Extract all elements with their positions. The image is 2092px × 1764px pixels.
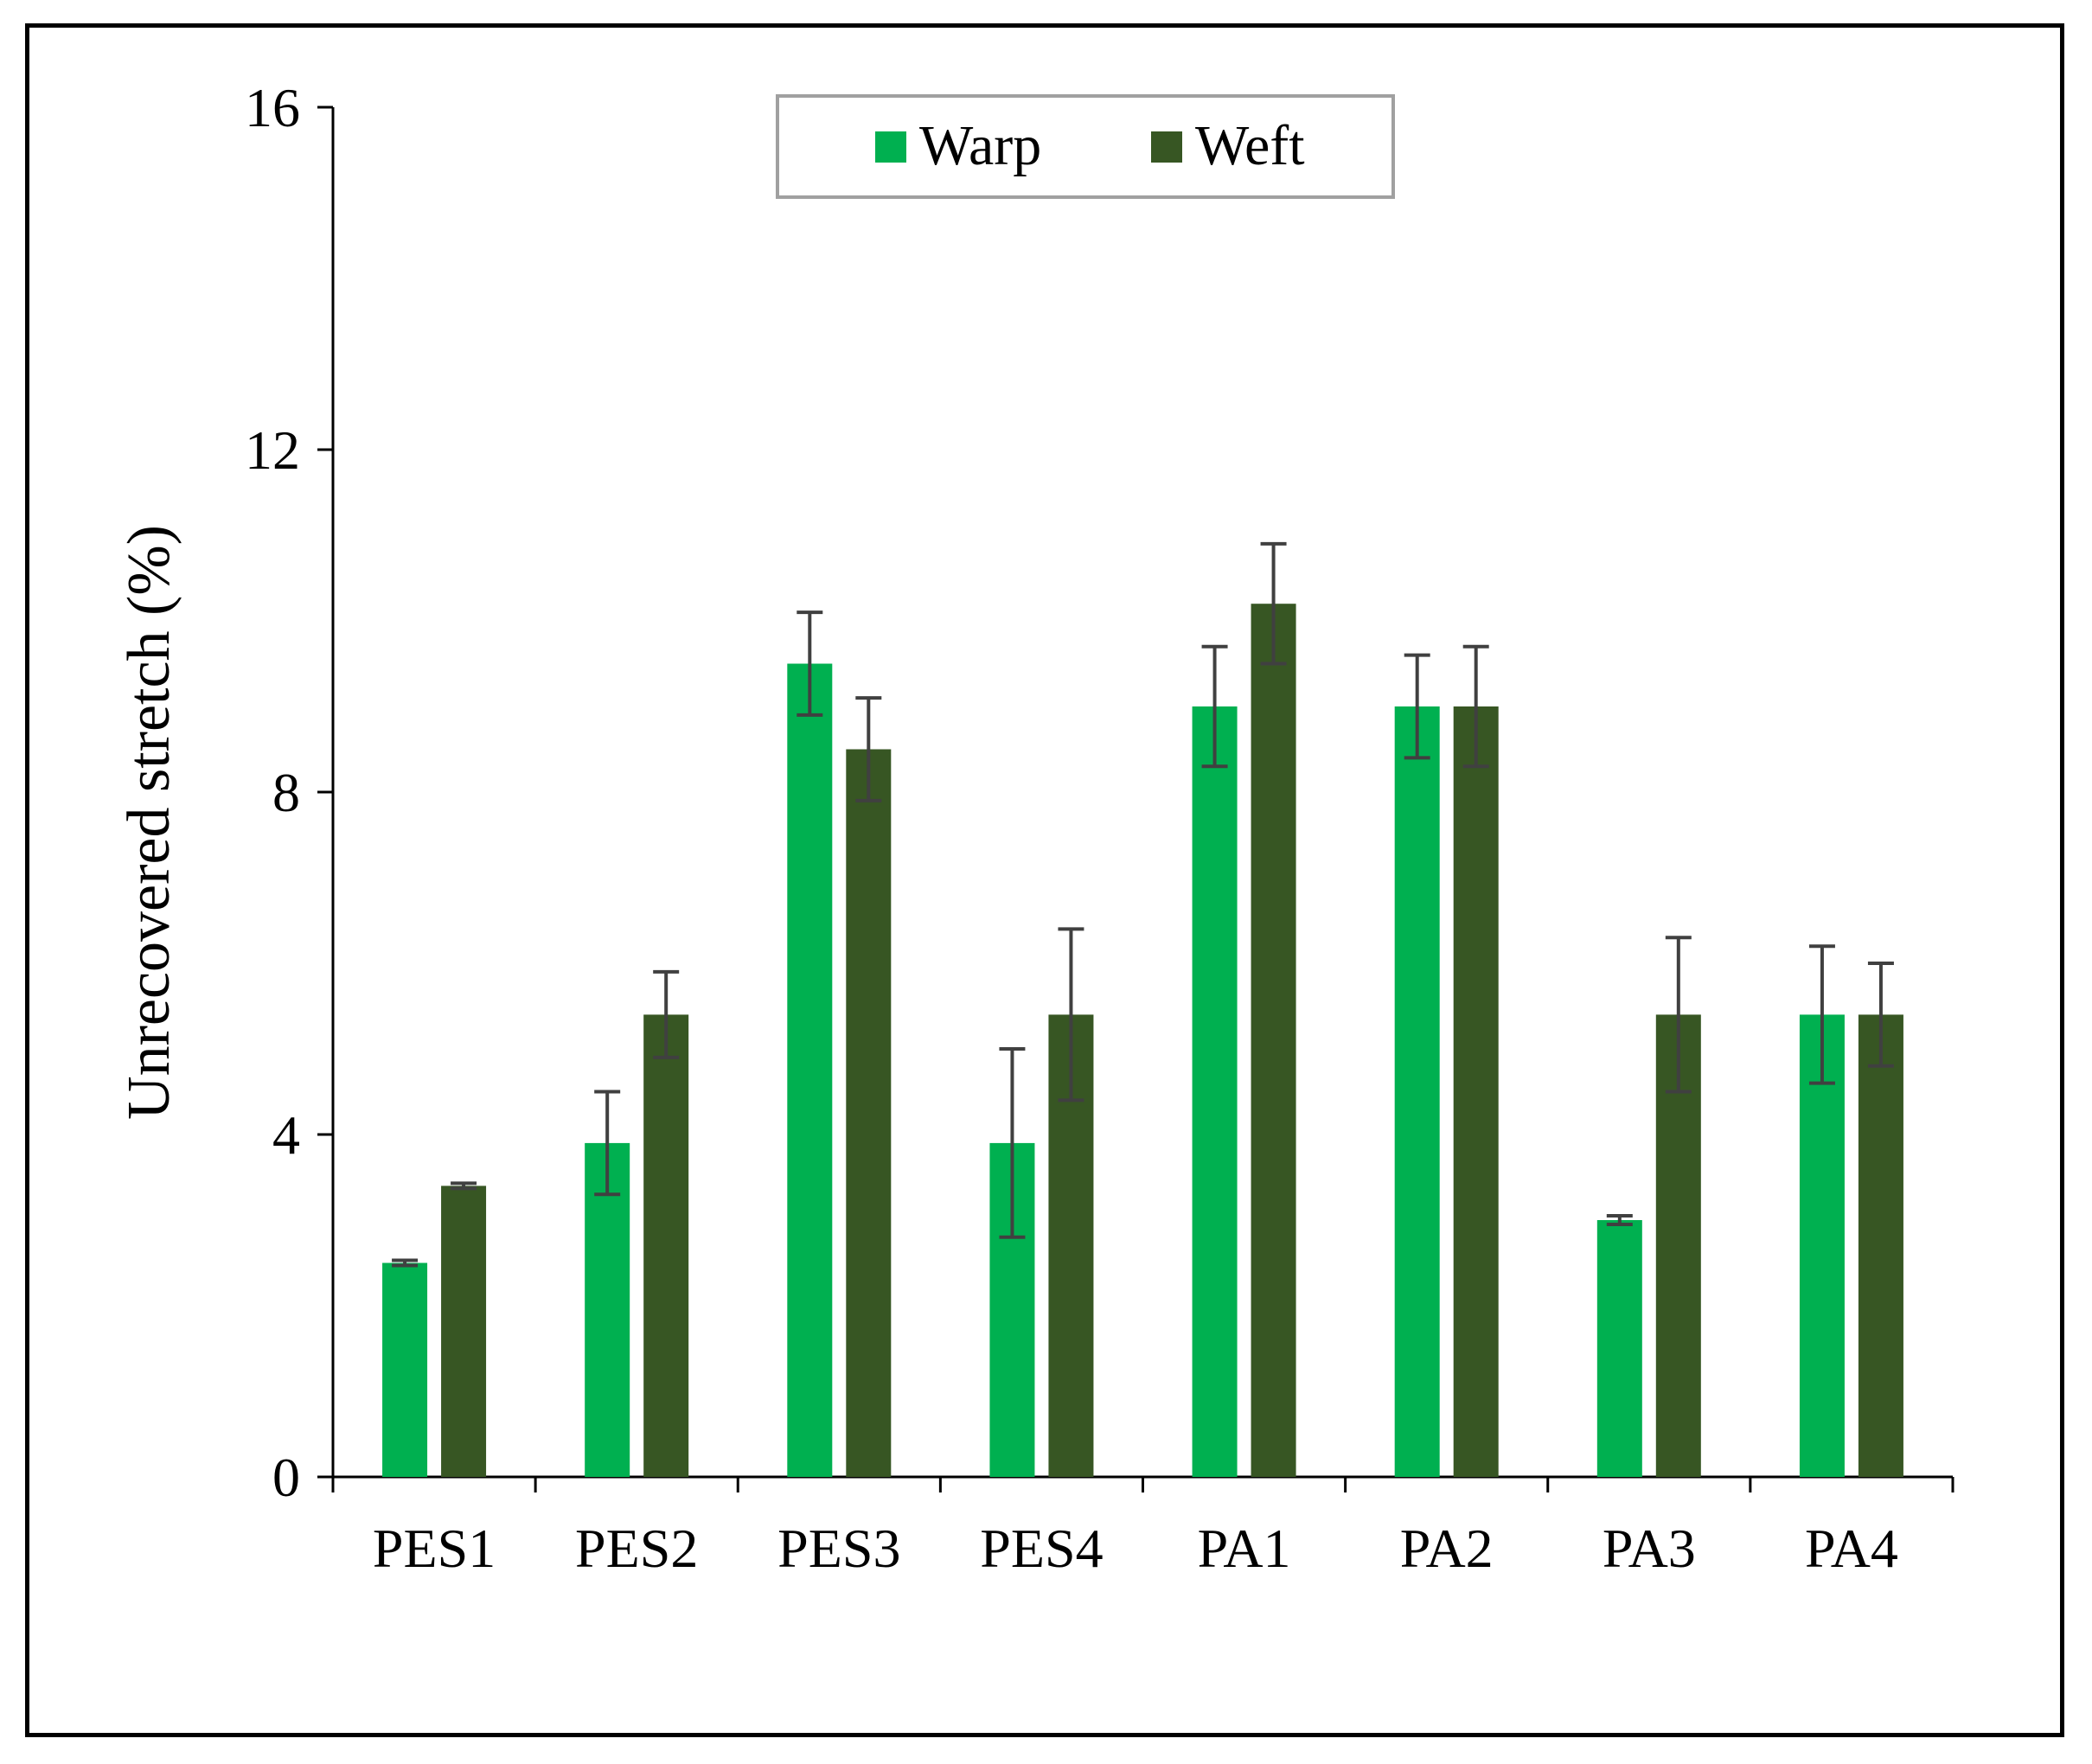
- x-axis: PES1 PES2 PES3 PES4 PA1 PA2 PA3 PA4: [331, 1475, 1954, 1579]
- x-tick-label: PA1: [1198, 1518, 1291, 1579]
- legend-label-warp: Warp: [919, 114, 1041, 177]
- bars-group: [382, 604, 1903, 1477]
- figure-frame: [25, 23, 2064, 1737]
- bar-warp-pes2: [585, 1142, 630, 1477]
- x-tick-label: PA2: [1400, 1518, 1494, 1579]
- y-tick-label: 12: [245, 419, 300, 481]
- bar-weft-pes2: [643, 1014, 689, 1477]
- x-tick-label: PES3: [777, 1518, 900, 1579]
- error-bars-group: [392, 541, 1894, 1268]
- legend: Warp Weft: [776, 94, 1395, 199]
- legend-swatch-warp: [875, 131, 906, 163]
- bar-weft-pes3: [846, 749, 892, 1477]
- x-tick-label: PES1: [373, 1518, 496, 1579]
- y-tick-label: 8: [272, 762, 300, 823]
- x-tick-label: PES4: [980, 1518, 1103, 1579]
- x-tick-label: PES2: [575, 1518, 698, 1579]
- bar-warp-pes1: [382, 1262, 428, 1477]
- y-tick-label: 16: [245, 77, 300, 138]
- bar-weft-pa2: [1453, 706, 1499, 1477]
- y-axis: 0 4 8 12 16: [245, 77, 335, 1508]
- bar-warp-pa4: [1799, 1014, 1845, 1477]
- bar-warp-pa2: [1394, 706, 1440, 1477]
- y-tick-label: 0: [272, 1447, 300, 1508]
- legend-swatch-weft: [1151, 131, 1182, 163]
- x-tick-label: PA4: [1805, 1518, 1898, 1579]
- legend-label-weft: Weft: [1195, 114, 1305, 177]
- y-tick-label: 4: [272, 1104, 300, 1166]
- bar-warp-pa1: [1192, 706, 1238, 1477]
- bar-warp-pes3: [787, 663, 833, 1477]
- y-axis-label: Unrecovered stretch (%): [116, 525, 182, 1120]
- bar-warp-pa3: [1596, 1220, 1642, 1477]
- bar-weft-pes1: [441, 1186, 487, 1477]
- x-tick-label: PA3: [1603, 1518, 1696, 1579]
- bar-weft-pa1: [1251, 604, 1296, 1477]
- bar-weft-pa4: [1858, 1014, 1903, 1477]
